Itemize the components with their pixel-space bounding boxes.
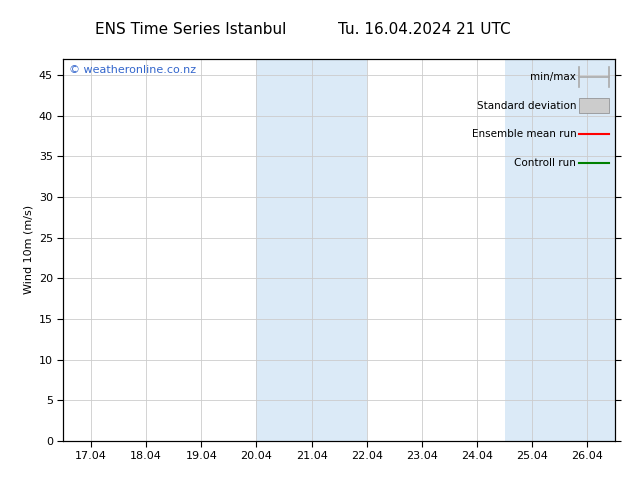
Text: min/max: min/max — [531, 72, 576, 82]
Y-axis label: Wind 10m (m/s): Wind 10m (m/s) — [23, 205, 34, 294]
Text: ENS Time Series Istanbul: ENS Time Series Istanbul — [94, 22, 286, 37]
Text: Ensemble mean run: Ensemble mean run — [472, 129, 576, 139]
Text: © weatheronline.co.nz: © weatheronline.co.nz — [69, 65, 196, 74]
Text: Tu. 16.04.2024 21 UTC: Tu. 16.04.2024 21 UTC — [339, 22, 511, 37]
Bar — [505, 59, 615, 441]
Bar — [256, 59, 367, 441]
Text: Controll run: Controll run — [515, 158, 576, 168]
FancyBboxPatch shape — [579, 98, 609, 113]
Text: Standard deviation: Standard deviation — [477, 100, 576, 111]
